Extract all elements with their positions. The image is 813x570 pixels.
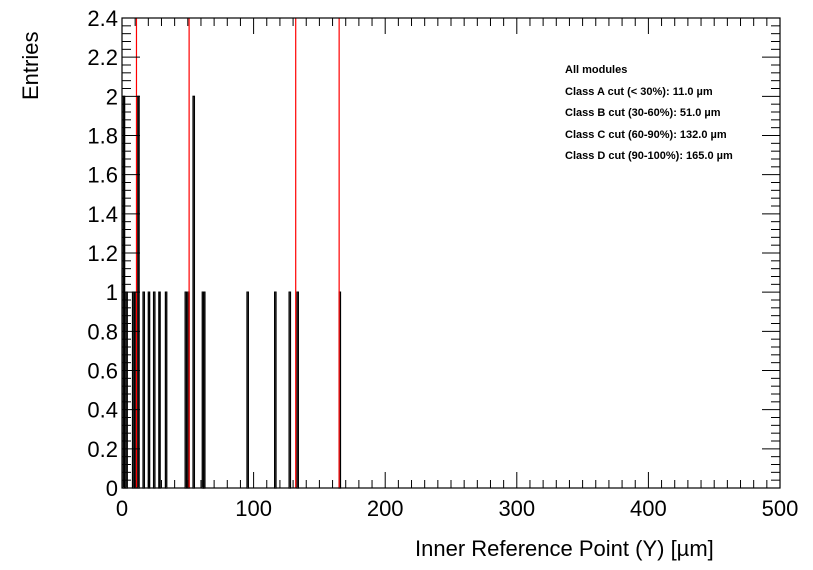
histogram-bin-6 xyxy=(148,292,149,488)
histogram-bin-16 xyxy=(275,292,276,488)
histogram-bars xyxy=(123,96,340,488)
histogram-bin-8 xyxy=(159,292,160,488)
y-tick-label: 2.2 xyxy=(87,45,118,70)
y-tick-label: 1.4 xyxy=(87,202,118,227)
histogram-bin-14 xyxy=(204,292,205,488)
histogram-bin-17 xyxy=(289,292,290,488)
x-tick-label: 100 xyxy=(235,496,272,521)
legend: All modules Class A cut (< 30%): 11.0 µm… xyxy=(565,60,733,168)
x-tick-labels: 0 100 200 300 400 500 xyxy=(116,496,798,521)
legend-entry-class-b: Class B cut (30-60%): 51.0 µm xyxy=(565,103,733,125)
legend-entry-class-d: Class D cut (90-100%): 165.0 µm xyxy=(565,146,733,168)
histogram-bin-7 xyxy=(154,292,155,488)
x-tick-label: 400 xyxy=(630,496,667,521)
y-tick-label: 1.2 xyxy=(87,241,118,266)
legend-title: All modules xyxy=(565,60,733,82)
histogram-bin-9 xyxy=(165,292,166,488)
histogram-bin-12 xyxy=(193,96,194,488)
y-tick-label: 1 xyxy=(106,280,118,305)
histogram-bin-15 xyxy=(247,292,248,488)
y-tick-label: 2.4 xyxy=(87,6,118,31)
legend-entry-class-a: Class A cut (< 30%): 11.0 µm xyxy=(565,82,733,104)
histogram-bin-2 xyxy=(133,292,134,488)
y-tick-label: 0 xyxy=(106,476,118,501)
legend-entry-class-c: Class C cut (60-90%): 132.0 µm xyxy=(565,125,733,147)
x-tick-label: 500 xyxy=(762,496,799,521)
x-tick-label: 300 xyxy=(498,496,535,521)
y-tick-label: 1.8 xyxy=(87,124,118,149)
y-tick-label: 1.6 xyxy=(87,163,118,188)
y-tick-label: 0.2 xyxy=(87,437,118,462)
histogram-bin-18 xyxy=(297,292,298,488)
x-axis-title: Inner Reference Point (Y) [µm] xyxy=(415,536,714,562)
histogram-bin-5 xyxy=(143,292,144,488)
y-tick-label: 0.4 xyxy=(87,398,118,423)
y-tick-labels: 0 0.2 0.4 0.6 0.8 1 1.2 1.4 1.6 1.8 2 2.2 2.4 xyxy=(87,6,118,501)
y-axis-title: Entries xyxy=(18,32,44,100)
y-tick-label: 0.6 xyxy=(87,359,118,384)
y-tick-label: 0.8 xyxy=(87,319,118,344)
y-tick-label: 2 xyxy=(106,84,118,109)
histogram-bin-1 xyxy=(126,292,127,488)
histogram-bin-10 xyxy=(185,292,186,488)
x-tick-label: 200 xyxy=(367,496,404,521)
